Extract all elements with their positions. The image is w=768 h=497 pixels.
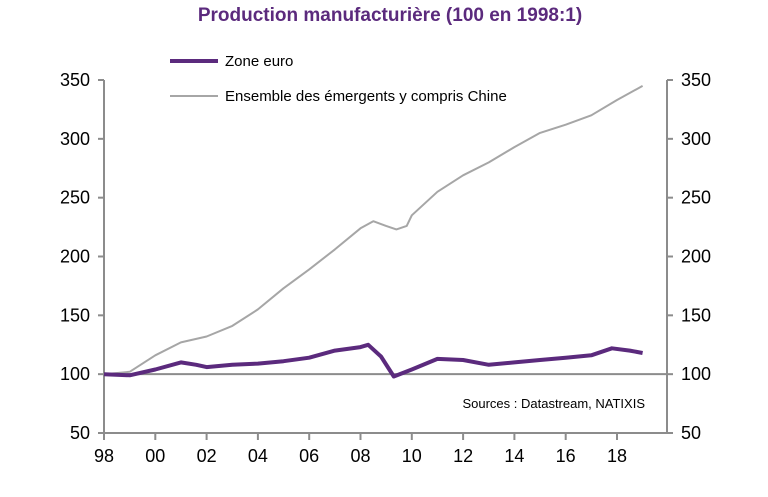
x-tick-label: 98 xyxy=(94,446,114,466)
x-tick-label: 18 xyxy=(607,446,627,466)
chart-title: Production manufacturière (100 en 1998:1… xyxy=(198,5,582,26)
x-tick-label: 04 xyxy=(248,446,268,466)
x-tick-label: 16 xyxy=(556,446,576,466)
legend-label-zone-euro: Zone euro xyxy=(225,53,293,70)
y-tick-label-left: 100 xyxy=(60,364,90,384)
x-tick-label: 02 xyxy=(197,446,217,466)
x-tick-label: 06 xyxy=(299,446,319,466)
y-tick-label-right: 50 xyxy=(681,423,701,443)
y-tick-label-right: 100 xyxy=(681,364,711,384)
y-tick-label-left: 300 xyxy=(60,129,90,149)
x-tick-label: 10 xyxy=(402,446,422,466)
series-line-zone-euro xyxy=(103,342,643,379)
y-tick-label-left: 200 xyxy=(60,247,90,267)
y-tick-label-right: 300 xyxy=(681,129,711,149)
x-tick-label: 14 xyxy=(504,446,524,466)
series-line-emergents xyxy=(103,85,644,376)
x-tick-label: 00 xyxy=(145,446,165,466)
x-tick-label: 08 xyxy=(350,446,370,466)
x-tick-label: 12 xyxy=(453,446,473,466)
y-tick-label-left: 350 xyxy=(60,70,90,90)
source-annotation: Sources : Datastream, NATIXIS xyxy=(462,396,645,411)
legend-label-emergents: Ensemble des émergents y compris Chine xyxy=(225,88,507,105)
y-tick-label-right: 250 xyxy=(681,188,711,208)
y-tick-label-left: 250 xyxy=(60,188,90,208)
y-tick-label-right: 350 xyxy=(681,70,711,90)
y-tick-label-right: 200 xyxy=(681,247,711,267)
y-tick-label-left: 50 xyxy=(70,423,90,443)
y-tick-label-left: 150 xyxy=(60,305,90,325)
y-tick-label-right: 150 xyxy=(681,305,711,325)
